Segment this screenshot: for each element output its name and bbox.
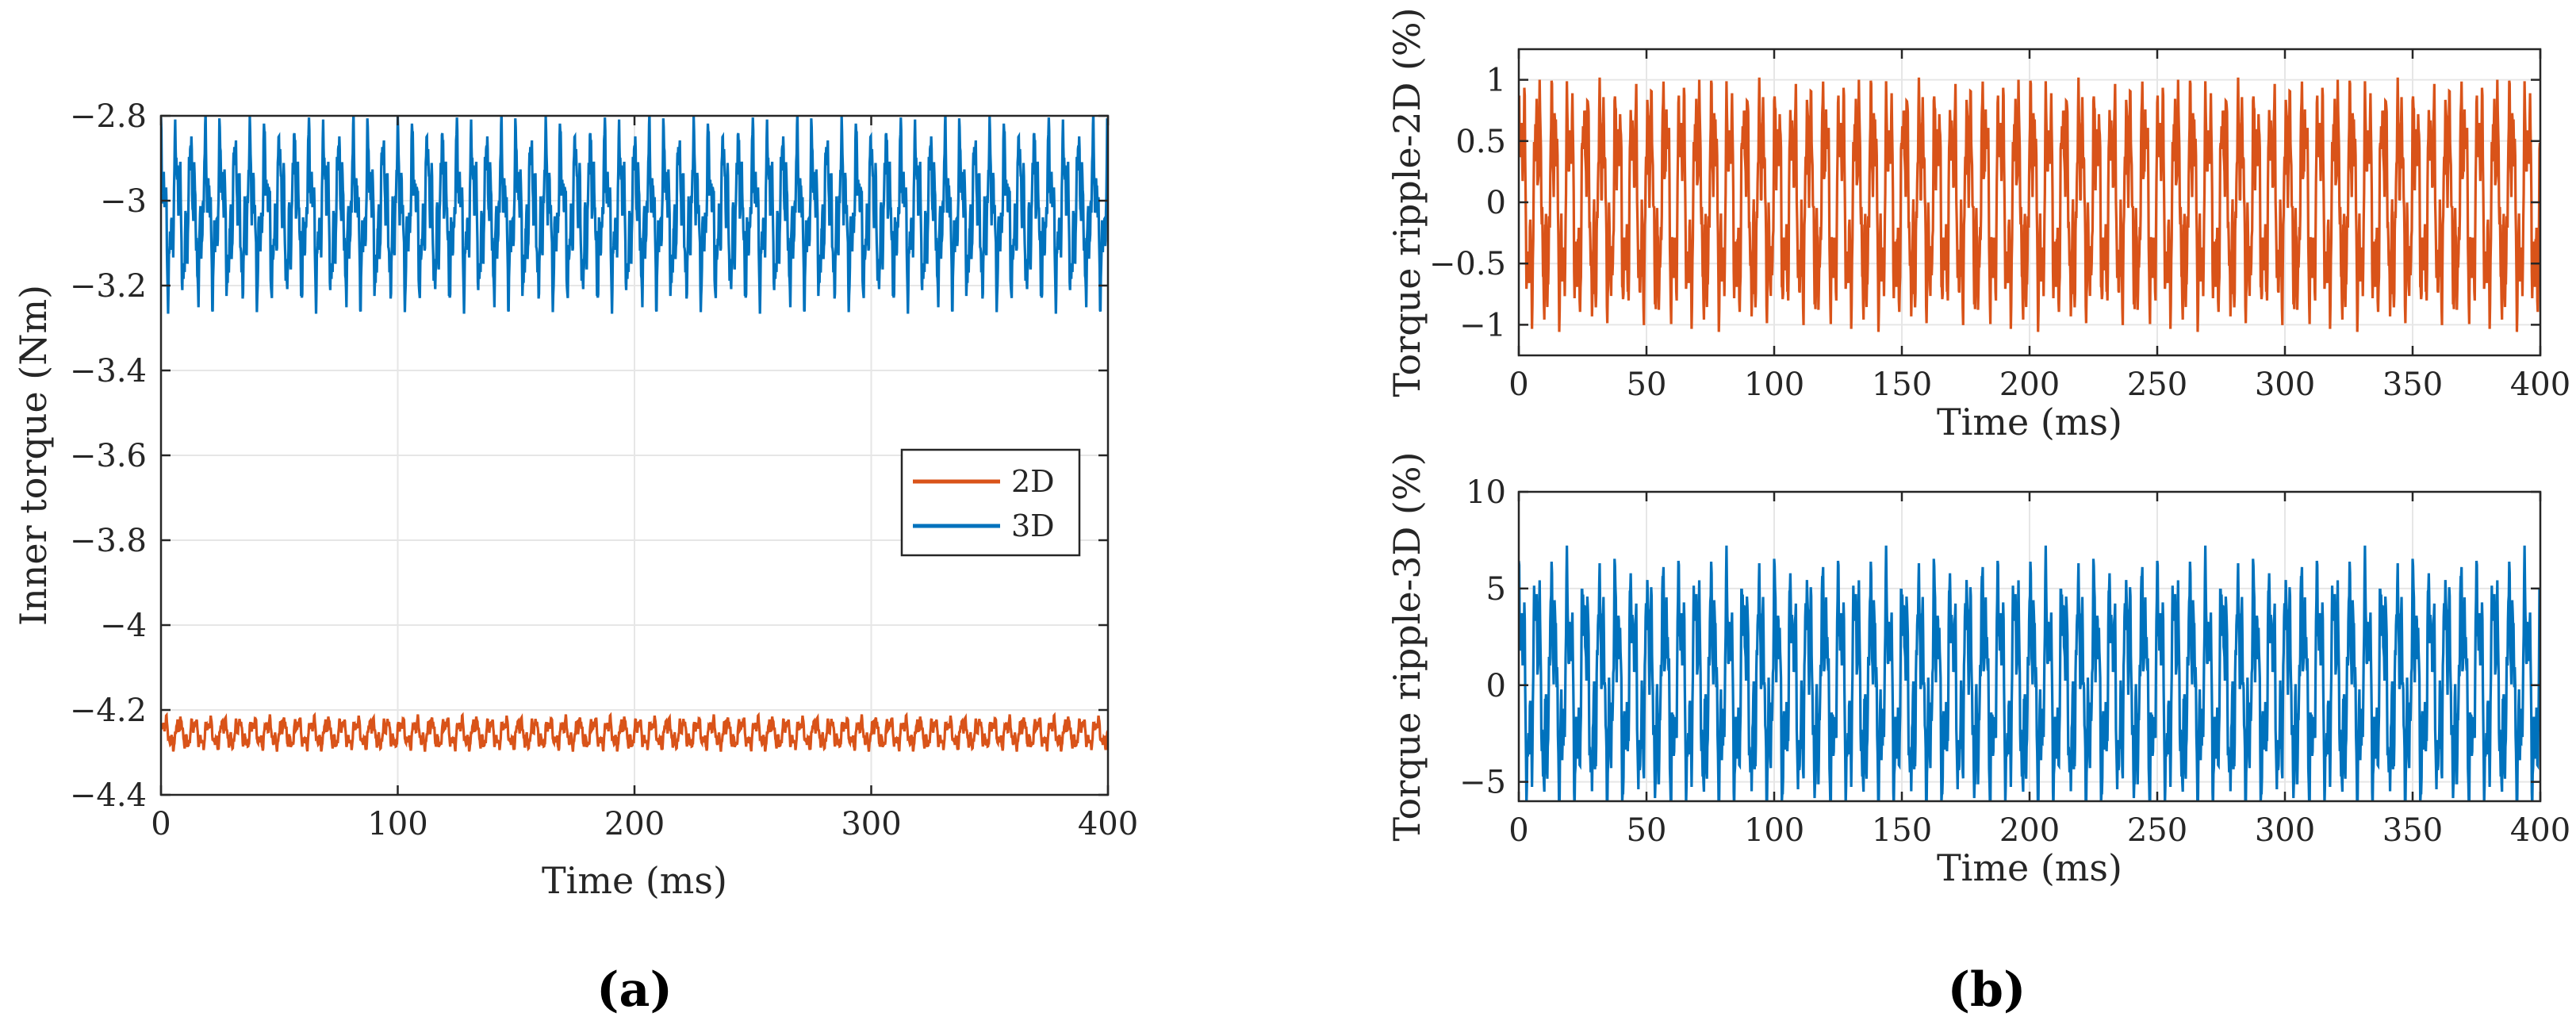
x-tick-label: 300 <box>2255 812 2315 849</box>
y-tick-label: 0 <box>1486 185 1506 221</box>
y-tick-label: −2.8 <box>70 98 147 135</box>
caption-a: (a) <box>596 962 673 1018</box>
x-tick-label: 400 <box>2510 812 2570 849</box>
y-tick-label: 0 <box>1486 668 1506 704</box>
chart-torque-ripple-2d: 0 50 100 150 200 250 300 350 400 1 0.5 0 −0.5 −1 Time … <box>1386 7 2570 443</box>
x-tick-label: 300 <box>2255 366 2315 403</box>
y-tick-label: 1 <box>1486 63 1506 99</box>
series-line-3d <box>1519 545 2540 801</box>
y-axis-label: Torque ripple-3D (%) <box>1386 451 1428 841</box>
y-tick-label: −4.2 <box>70 693 147 729</box>
x-tick-label: 0 <box>151 806 171 842</box>
legend-box <box>900 448 1081 557</box>
series-line-3d <box>161 116 1108 314</box>
x-tick-label: 100 <box>1744 812 1804 849</box>
y-tick-label: −3.6 <box>70 438 147 474</box>
y-tick-label: 5 <box>1486 571 1506 608</box>
x-tick-label: 300 <box>841 806 901 842</box>
x-tick-label: 350 <box>2382 812 2443 849</box>
y-tick-label: −4.4 <box>70 777 147 814</box>
x-tick-label: 100 <box>1744 366 1804 403</box>
x-axis-label: Time (ms) <box>1937 401 2122 443</box>
x-tick-label: 200 <box>604 806 665 842</box>
x-tick-label: 150 <box>1872 812 1932 849</box>
y-tick-label: 10 <box>1466 474 1506 511</box>
x-tick-label: 400 <box>1078 806 1138 842</box>
y-tick-label: 0.5 <box>1455 124 1506 160</box>
caption-b: (b) <box>1948 962 2026 1018</box>
x-tick-label: 0 <box>1508 812 1528 849</box>
x-tick-label: 250 <box>2127 366 2187 403</box>
legend-label-2d: 2D <box>1011 464 1055 499</box>
y-tick-label: −3.8 <box>70 523 147 559</box>
y-axis-label: Inner torque (Nm) <box>12 285 55 626</box>
x-tick-label: 400 <box>2510 366 2570 403</box>
x-tick-label: 200 <box>1999 366 2060 403</box>
x-axis-label: Time (ms) <box>542 859 727 902</box>
x-tick-label: 150 <box>1872 366 1932 403</box>
y-tick-label: −5 <box>1459 765 1506 801</box>
legend-label-3d: 3D <box>1011 508 1055 543</box>
y-tick-label: −4 <box>100 608 147 644</box>
chart-inner-torque: 0 100 200 300 400 −2.8 −3 −3.2 −3.4 −3.6 −3.8 −4 −4.… <box>12 98 1138 902</box>
y-tick-label: −3.4 <box>70 353 147 389</box>
x-tick-label: 350 <box>2382 366 2443 403</box>
x-tick-label: 200 <box>1999 812 2060 849</box>
x-tick-label: 50 <box>1627 812 1667 849</box>
x-tick-label: 0 <box>1508 366 1528 403</box>
x-tick-label: 50 <box>1627 366 1667 403</box>
x-axis-label: Time (ms) <box>1937 846 2122 889</box>
y-tick-label: −3 <box>100 183 147 220</box>
x-tick-label: 250 <box>2127 812 2187 849</box>
y-tick-label: −1 <box>1459 307 1506 343</box>
y-tick-label: −3.2 <box>70 268 147 305</box>
series-line-2d <box>1519 77 2540 332</box>
series-line-2d <box>161 712 1108 752</box>
x-tick-label: 100 <box>367 806 427 842</box>
y-tick-label: −0.5 <box>1429 246 1506 282</box>
y-axis-label: Torque ripple-2D (%) <box>1386 7 1428 397</box>
